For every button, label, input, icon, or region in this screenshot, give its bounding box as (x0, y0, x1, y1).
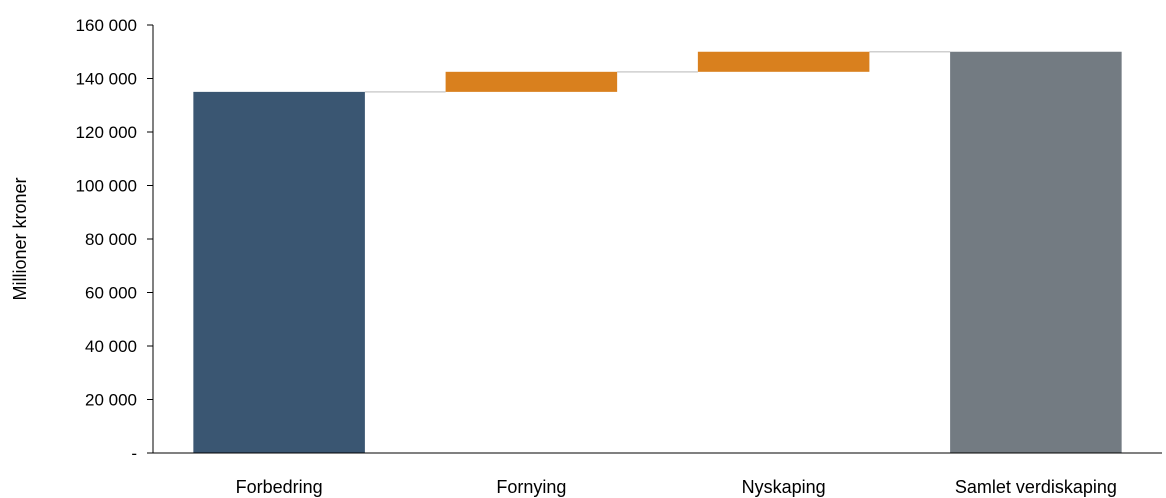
y-tick-label: 40 000 (85, 337, 137, 356)
bar-group (193, 51, 1122, 453)
y-tick-label: 140 000 (76, 70, 137, 89)
bar-samlet-verdiskaping (950, 51, 1122, 453)
y-tick-label: 100 000 (76, 177, 137, 196)
y-tick-label: 160 000 (76, 16, 137, 35)
x-category-label: Nyskaping (742, 477, 826, 497)
bar-nyskaping (697, 51, 870, 72)
y-tick-label: 80 000 (85, 230, 137, 249)
y-tick-label: - (131, 444, 137, 463)
y-tick-label: 60 000 (85, 284, 137, 303)
x-category-label: Forbedring (236, 477, 323, 497)
x-category-label: Samlet verdiskaping (955, 477, 1117, 497)
bar-forbedring (193, 91, 365, 453)
y-axis: - 20 000 40 000 60 000 80 000 100 000 120 000 1… (76, 16, 154, 463)
y-tick-label: 120 000 (76, 123, 137, 142)
bar-fornying (445, 71, 618, 92)
y-tick-label: 20 000 (85, 391, 137, 410)
x-category-label: Fornying (496, 477, 566, 497)
x-axis: Forbedring Fornying Nyskaping Samlet verdis… (153, 452, 1162, 497)
connector-lines (364, 51, 951, 93)
y-axis-title: Millioner kroner (10, 177, 30, 300)
